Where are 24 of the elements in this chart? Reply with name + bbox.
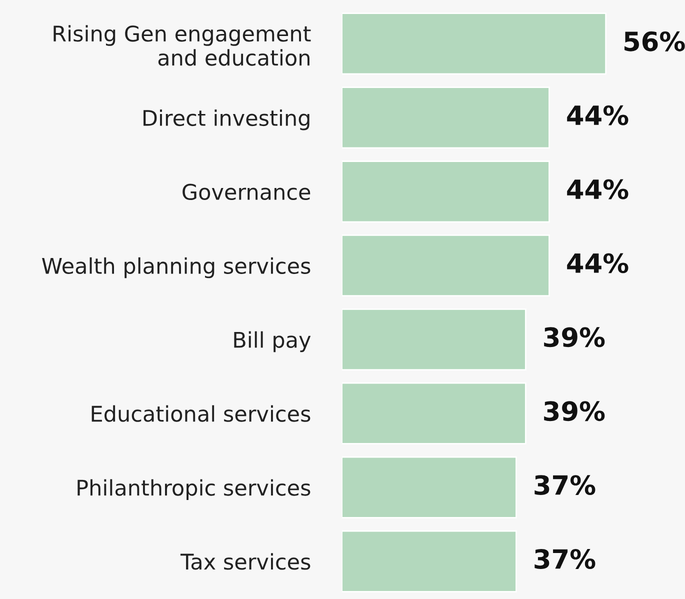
y-tick-label: Governance (182, 184, 310, 200)
y-tick-label: Rising Gen engagement and education (54, 25, 311, 66)
bar (342, 234, 550, 297)
bar (342, 382, 526, 444)
bar (342, 530, 517, 592)
data-label: 44% (567, 253, 628, 274)
data-label: 39% (544, 401, 605, 422)
bar (342, 160, 550, 223)
data-label: 56% (624, 31, 685, 52)
bar (342, 86, 550, 149)
y-tick-label: Educational services (92, 405, 310, 422)
data-label: 39% (544, 327, 605, 348)
bar (342, 308, 526, 370)
bar (342, 456, 517, 518)
bar (342, 12, 606, 75)
data-label: 44% (567, 105, 628, 126)
data-label: 37% (534, 475, 596, 496)
data-label: 37% (534, 549, 596, 569)
data-label: 44% (567, 179, 628, 200)
y-tick-label: Philanthropic services (78, 479, 310, 500)
y-tick-label: Tax services (180, 553, 310, 570)
y-tick-label: Wealth planning services (42, 257, 310, 278)
y-tick-label: Bill pay (234, 331, 311, 352)
y-tick-label: Direct investing (144, 109, 310, 130)
